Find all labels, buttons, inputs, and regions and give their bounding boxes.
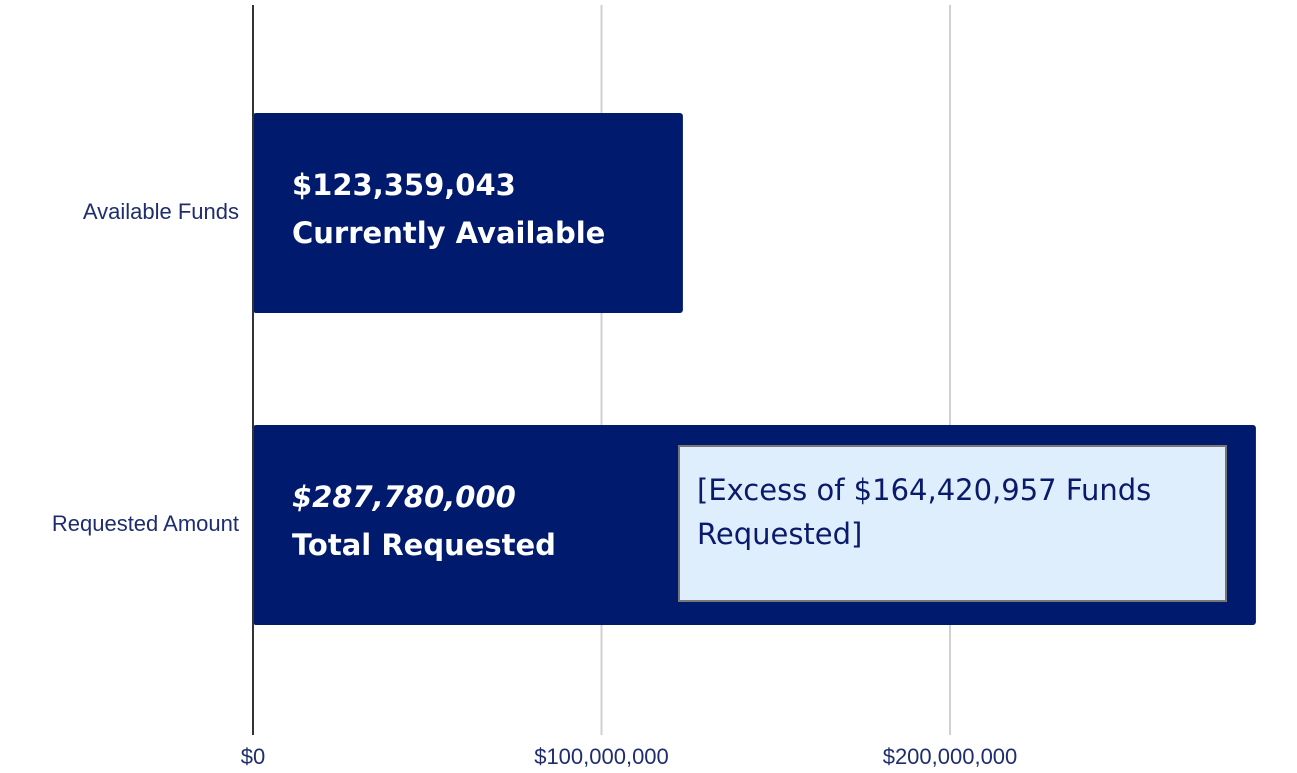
annotation-box <box>678 445 1227 602</box>
x-tick-label: $200,000,000 <box>883 744 1018 769</box>
x-tick-label: $0 <box>241 744 265 769</box>
value-label: $287,780,000 <box>292 480 516 514</box>
category-label: Requested Amount <box>52 511 239 536</box>
value-label: $123,359,043 <box>292 168 516 202</box>
annotation-container: [Excess of $164,420,957 Funds Requested] <box>697 473 1152 551</box>
x-tick-label: $100,000,000 <box>534 744 669 769</box>
bar <box>253 113 683 313</box>
bar-label: Total Requested <box>292 528 556 562</box>
bar-label: Currently Available <box>292 216 605 250</box>
annotation: [Excess of $164,420,957 Funds Requested] <box>697 473 1152 551</box>
category-label: Available Funds <box>83 199 239 224</box>
